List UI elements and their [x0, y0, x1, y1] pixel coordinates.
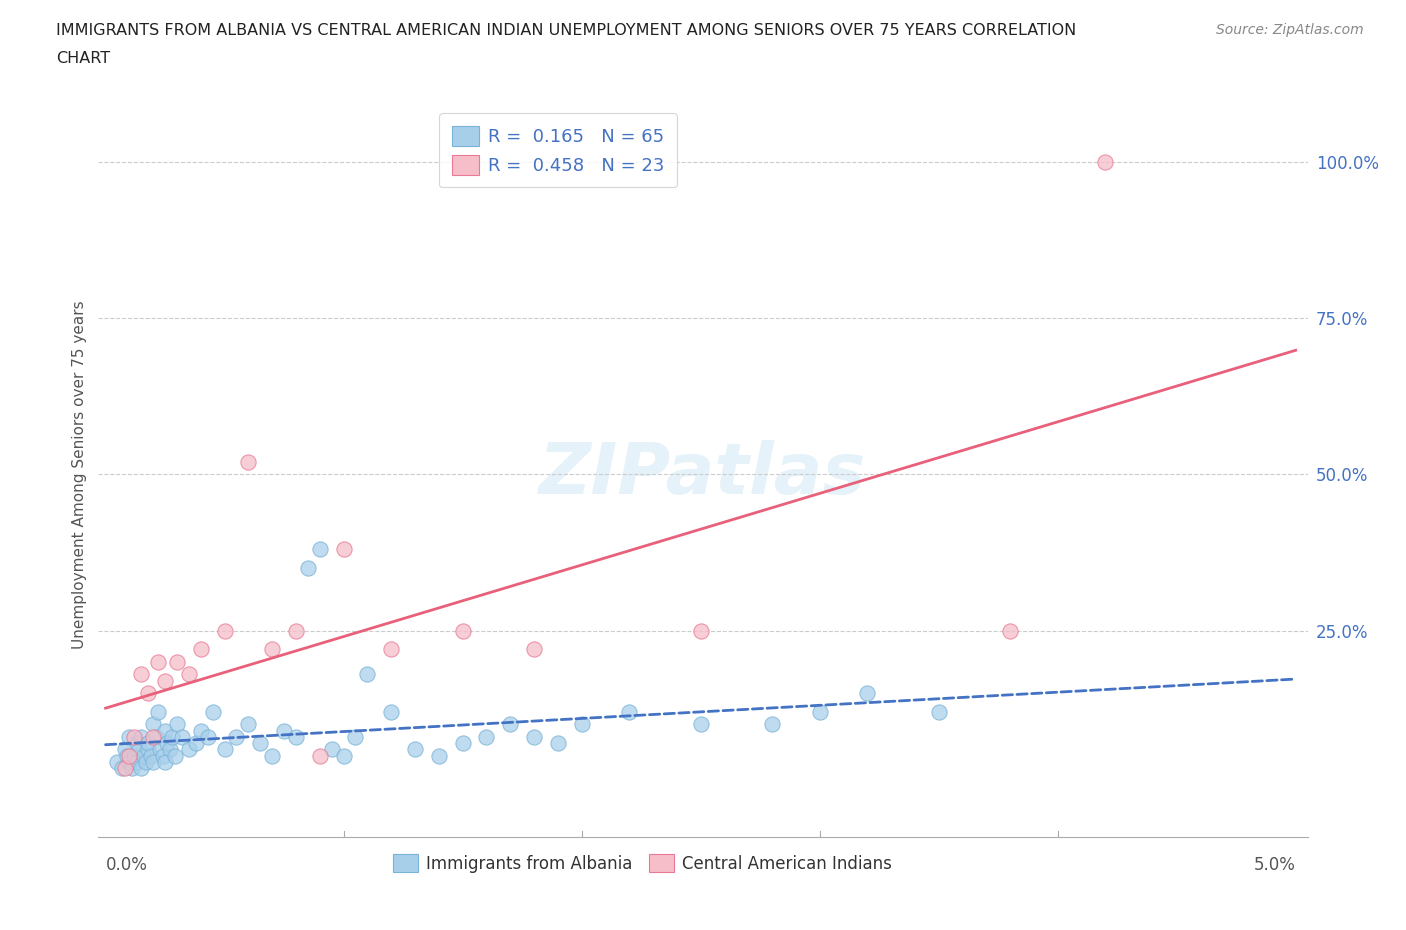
Point: [523, 729, 546, 744]
Point: [138, 685, 160, 700]
Point: [132, 749, 155, 764]
Point: [308, 542, 330, 557]
Point: [297, 561, 319, 576]
Point: [128, 742, 150, 757]
Point: [190, 724, 212, 738]
Point: [142, 754, 165, 769]
Point: [118, 729, 141, 744]
Point: [451, 736, 474, 751]
Point: [177, 742, 200, 757]
Point: [125, 736, 148, 751]
Point: [332, 542, 354, 557]
Point: [138, 736, 160, 751]
Point: [142, 729, 165, 744]
Point: [225, 729, 247, 744]
Point: [761, 717, 783, 732]
Point: [214, 623, 236, 638]
Point: [321, 742, 343, 757]
Point: [129, 761, 152, 776]
Point: [238, 455, 260, 470]
Text: Source: ZipAtlas.com: Source: ZipAtlas.com: [1216, 23, 1364, 37]
Point: [273, 724, 295, 738]
Point: [118, 749, 141, 764]
Point: [153, 724, 176, 738]
Point: [998, 623, 1021, 638]
Point: [152, 749, 174, 764]
Point: [308, 749, 330, 764]
Point: [145, 729, 167, 744]
Point: [170, 729, 193, 744]
Y-axis label: Unemployment Among Seniors over 75 years: Unemployment Among Seniors over 75 years: [72, 300, 87, 648]
Point: [262, 642, 284, 657]
Point: [285, 623, 308, 638]
Point: [499, 717, 522, 732]
Point: [262, 749, 284, 764]
Point: [356, 667, 378, 682]
Point: [146, 655, 169, 670]
Text: 5.0%: 5.0%: [1254, 856, 1296, 874]
Point: [1094, 154, 1116, 169]
Point: [689, 717, 711, 732]
Point: [201, 705, 224, 720]
Point: [808, 705, 831, 720]
Text: ZIPatlas: ZIPatlas: [540, 440, 866, 509]
Legend: Immigrants from Albania, Central American Indians: Immigrants from Albania, Central America…: [387, 847, 898, 880]
Text: 0.0%: 0.0%: [105, 856, 148, 874]
Point: [523, 642, 546, 657]
Point: [160, 729, 183, 744]
Point: [856, 685, 879, 700]
Point: [153, 673, 176, 688]
Point: [142, 717, 165, 732]
Point: [118, 754, 141, 769]
Point: [380, 705, 402, 720]
Point: [159, 742, 181, 757]
Point: [238, 717, 260, 732]
Point: [214, 742, 236, 757]
Point: [190, 642, 212, 657]
Point: [115, 749, 138, 764]
Point: [135, 754, 157, 769]
Text: CHART: CHART: [56, 51, 110, 66]
Point: [332, 749, 354, 764]
Point: [547, 736, 569, 751]
Point: [177, 667, 200, 682]
Point: [619, 705, 641, 720]
Point: [197, 729, 219, 744]
Point: [689, 623, 711, 638]
Point: [129, 667, 152, 682]
Point: [285, 729, 308, 744]
Point: [122, 729, 145, 744]
Point: [928, 705, 950, 720]
Point: [114, 761, 136, 776]
Point: [404, 742, 426, 757]
Point: [121, 761, 143, 776]
Point: [146, 705, 169, 720]
Point: [184, 736, 207, 751]
Point: [451, 623, 474, 638]
Point: [249, 736, 271, 751]
Point: [163, 749, 186, 764]
Text: IMMIGRANTS FROM ALBANIA VS CENTRAL AMERICAN INDIAN UNEMPLOYMENT AMONG SENIORS OV: IMMIGRANTS FROM ALBANIA VS CENTRAL AMERI…: [56, 23, 1077, 38]
Point: [139, 749, 162, 764]
Point: [427, 749, 450, 764]
Point: [114, 742, 136, 757]
Point: [129, 729, 152, 744]
Point: [475, 729, 498, 744]
Point: [156, 736, 179, 751]
Point: [107, 754, 129, 769]
Point: [138, 742, 160, 757]
Point: [111, 761, 134, 776]
Point: [122, 749, 145, 764]
Point: [166, 717, 188, 732]
Point: [380, 642, 402, 657]
Point: [153, 754, 176, 769]
Point: [344, 729, 367, 744]
Point: [149, 742, 172, 757]
Point: [571, 717, 593, 732]
Point: [166, 655, 188, 670]
Point: [125, 754, 148, 769]
